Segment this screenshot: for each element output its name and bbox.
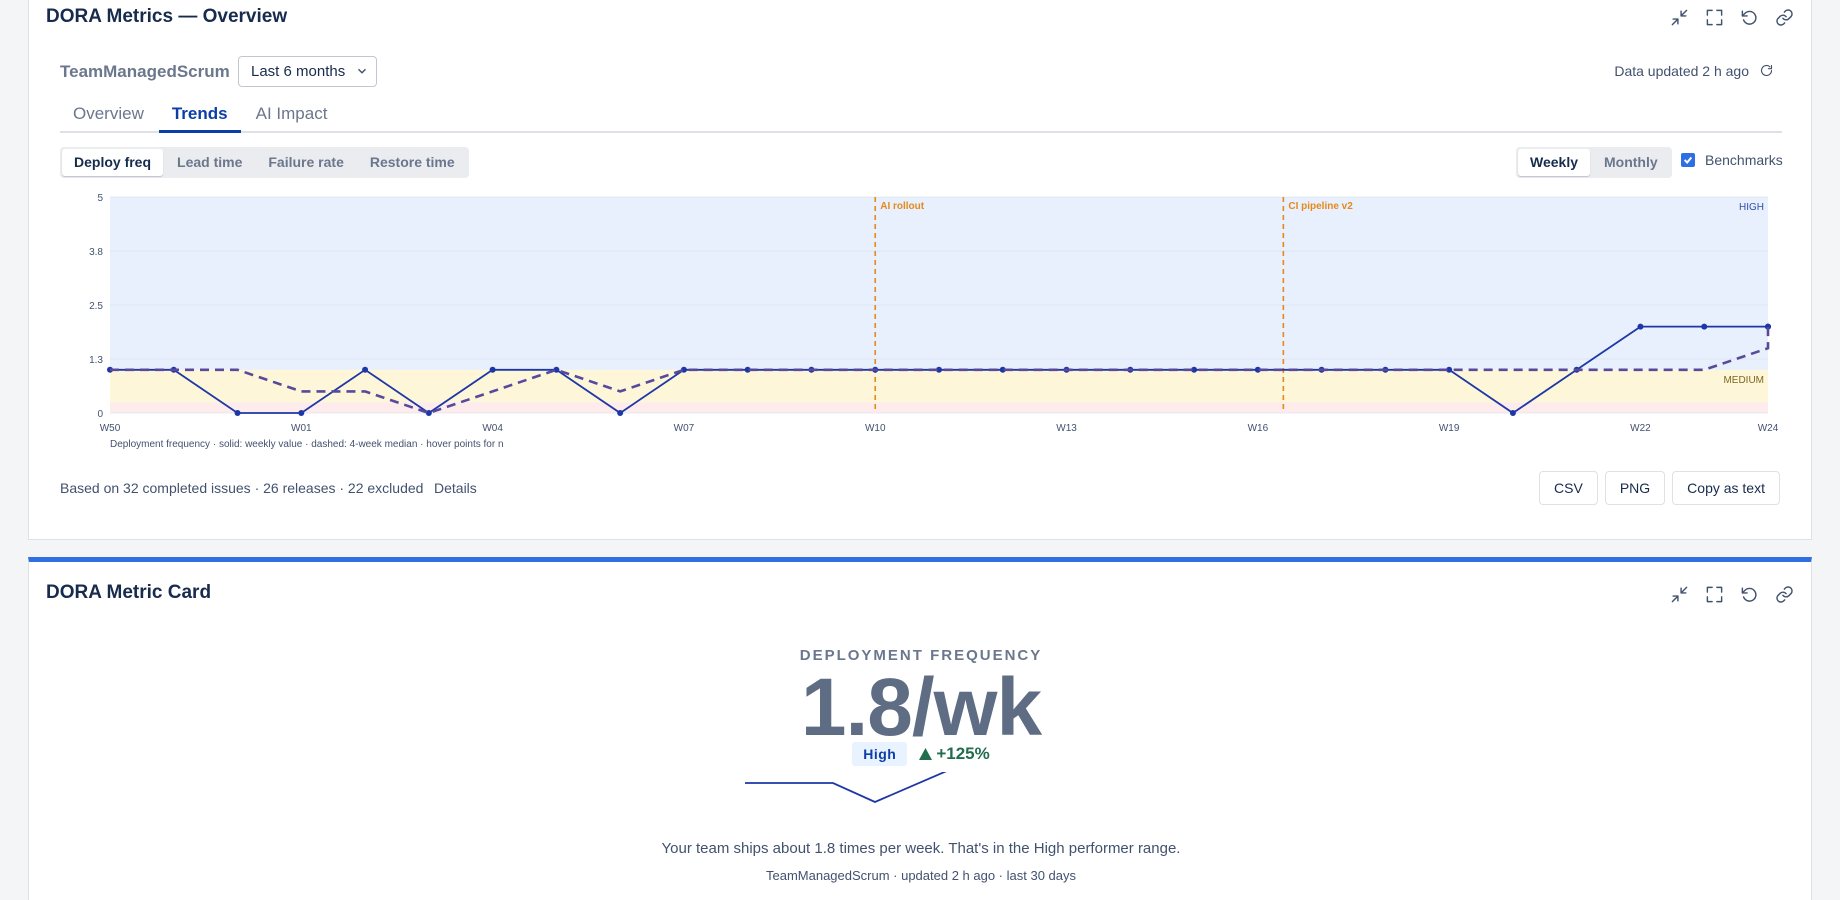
png-button[interactable]: PNG	[1604, 471, 1666, 505]
weekly-data-point	[999, 366, 1006, 373]
x-tick-label: W24	[1758, 423, 1779, 434]
benchmarks-toggle[interactable]: Benchmarks	[1681, 152, 1783, 168]
y-tick-label: 2.5	[89, 301, 103, 312]
reset-icon[interactable]	[1739, 584, 1760, 605]
csv-button[interactable]: CSV	[1539, 471, 1598, 505]
range-select[interactable]: Last 6 months	[238, 56, 377, 87]
collapse-icon[interactable]	[1669, 584, 1690, 605]
weekly-data-point	[489, 366, 496, 373]
change-value: +125%	[936, 744, 990, 763]
panel-actions	[1669, 7, 1795, 28]
band-low	[110, 402, 1768, 413]
metric-summary: Your team ships about 1.8 times per week…	[661, 840, 1181, 857]
metric-badges: High +125%	[29, 742, 1813, 766]
weekly-data-point	[1191, 366, 1198, 373]
tab-trends[interactable]: Trends	[158, 100, 241, 133]
metric-restore-time[interactable]: Restore time	[369, 154, 455, 170]
metric-failure-rate[interactable]: Failure rate	[268, 154, 344, 170]
change-indicator: +125%	[919, 744, 990, 764]
weekly-data-point	[1446, 366, 1453, 373]
annotation-label: CI pipeline v2	[1288, 201, 1353, 212]
metric-meta: TeamManagedScrum · updated 2 h ago · las…	[765, 868, 1076, 883]
metric-selector: Deploy freq Lead time Failure rate Resto…	[60, 147, 469, 178]
x-tick-label: W50	[100, 423, 121, 434]
weekly-data-point	[936, 366, 942, 373]
y-tick-label: 1.3	[89, 355, 103, 366]
x-tick-label: W10	[865, 423, 886, 434]
weekly-data-point	[362, 366, 369, 373]
metric-deploy-freq[interactable]: Deploy freq	[62, 149, 164, 176]
link-icon[interactable]	[1774, 7, 1795, 28]
tab-overview[interactable]: Overview	[73, 104, 144, 123]
export-buttons: CSV PNG Copy as text	[1539, 471, 1780, 505]
fullscreen-icon[interactable]	[1704, 584, 1725, 605]
performance-level-badge: High	[852, 742, 908, 766]
data-updated-text: Data updated 2 h ago	[1614, 63, 1749, 79]
x-tick-label: W19	[1439, 423, 1460, 434]
sparkline-path	[745, 772, 947, 803]
chart-caption: Deployment frequency · solid: weekly val…	[110, 439, 504, 450]
annotation-label: AI rollout	[880, 201, 925, 212]
band-label-medium: MEDIUM	[1723, 375, 1764, 386]
weekly-data-point	[425, 410, 432, 416]
refresh-icon[interactable]	[1759, 63, 1775, 79]
tab-bar: Overview Trends AI Impact	[60, 100, 1782, 133]
range-select-value: Last 6 months	[251, 63, 346, 80]
x-tick-label: W16	[1248, 423, 1269, 434]
weekly-data-point	[617, 410, 624, 416]
x-tick-label: W07	[674, 423, 695, 434]
y-tick-label: 3.8	[89, 247, 103, 258]
triangle-up-icon	[919, 748, 933, 760]
x-tick-label: W01	[291, 423, 312, 434]
benchmarks-label: Benchmarks	[1705, 152, 1783, 168]
collapse-icon[interactable]	[1669, 7, 1690, 28]
weekly-data-point	[298, 410, 305, 416]
median-series-line	[110, 326, 1770, 415]
period-monthly[interactable]: Monthly	[1604, 154, 1658, 170]
band-medium	[110, 369, 1768, 403]
metric-value: 1.8/wk	[800, 662, 1042, 753]
tab-ai-impact[interactable]: AI Impact	[255, 104, 328, 123]
reset-icon[interactable]	[1739, 7, 1760, 28]
chevron-down-icon	[355, 64, 369, 78]
weekly-data-point	[234, 410, 241, 416]
data-basis-note: Based on 32 completed issues · 26 releas…	[60, 480, 424, 496]
panel-title: DORA Metric Card	[46, 582, 212, 603]
y-tick-label: 0	[97, 409, 103, 420]
weekly-data-point	[744, 366, 751, 373]
metric-label: DEPLOYMENT FREQUENCY	[799, 647, 1043, 664]
x-tick-label: W04	[482, 423, 503, 434]
band-high	[110, 197, 1768, 370]
team-name: TeamManagedScrum	[60, 62, 230, 81]
link-icon[interactable]	[1774, 584, 1795, 605]
band-label-high: HIGH	[1739, 202, 1764, 213]
dora-overview-panel: DORA Metrics — Overview TeamManagedScrum…	[28, 0, 1812, 540]
y-tick-label: 5	[97, 193, 103, 204]
panel-actions	[1669, 584, 1795, 605]
weekly-data-point	[1701, 323, 1708, 330]
x-tick-label: W13	[1056, 423, 1077, 434]
copy-as-text-button[interactable]: Copy as text	[1672, 471, 1780, 505]
x-tick-label: W22	[1630, 423, 1651, 434]
benchmarks-checkbox[interactable]	[1681, 153, 1695, 167]
panel-title: DORA Metrics — Overview	[46, 6, 288, 27]
deploy-frequency-chart: HIGH MEDIUM 0 1.3 2.5 3.8 5 W50 W01 W04 W07 W10 W13 W…	[89, 193, 1779, 434]
metric-sparkline	[745, 772, 947, 803]
weekly-data-point	[1637, 323, 1644, 330]
fullscreen-icon[interactable]	[1704, 7, 1725, 28]
period-weekly[interactable]: Weekly	[1518, 149, 1590, 176]
weekly-data-point	[1765, 323, 1771, 330]
details-link[interactable]: Details	[434, 480, 477, 496]
weekly-data-point	[1254, 366, 1261, 373]
weekly-data-point	[1509, 410, 1516, 416]
dora-metric-card-panel: DORA Metric Card DEPLOYMENT FREQUENCY 1.…	[28, 557, 1812, 900]
metric-lead-time[interactable]: Lead time	[177, 154, 243, 170]
period-selector: Weekly Monthly	[1516, 147, 1672, 178]
